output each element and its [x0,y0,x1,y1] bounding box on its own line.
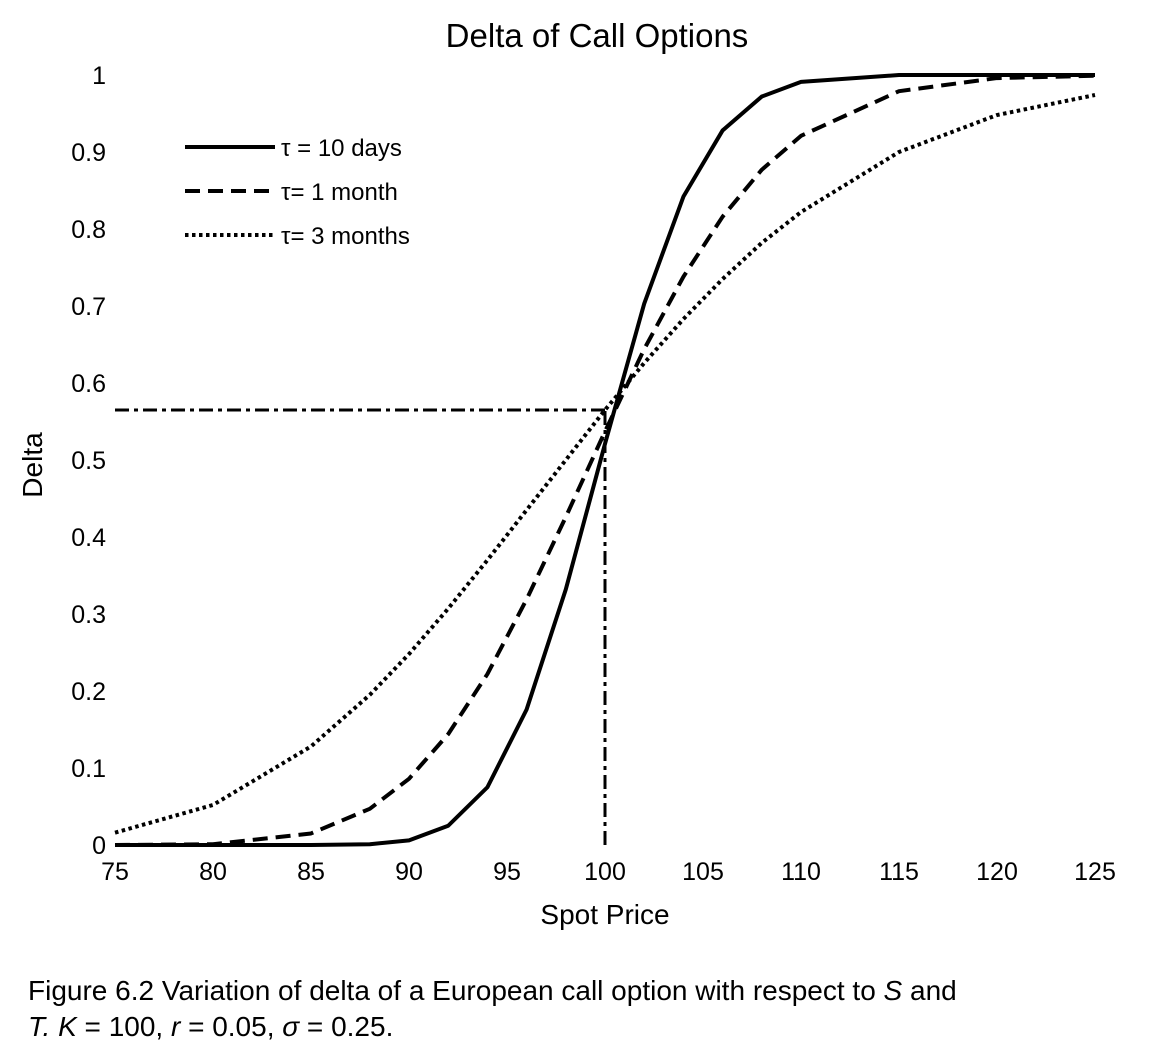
y-tick-label: 0.3 [71,601,106,629]
y-tick-label: 0.6 [71,370,106,398]
chart-title: Delta of Call Options [446,17,749,54]
caption-text: Figure 6.2 Variation of delta of a Europ… [28,975,884,1006]
y-tick-label: 0.7 [71,293,106,321]
series-line [114,93,1096,835]
y-tick-label: 0.4 [71,524,106,552]
x-tick-label: 85 [297,858,325,886]
y-tick-label: 0.8 [71,216,106,244]
series-line [114,73,1096,847]
caption-text: = 0.25. [299,1011,393,1042]
x-tick-label: 125 [1074,858,1116,886]
caption-text: = 0.05, [180,1011,282,1042]
caption-line: Figure 6.2 Variation of delta of a Europ… [28,975,957,1006]
x-axis-label: Spot Price [540,899,669,930]
caption-text: r [171,1011,182,1042]
y-tick-label: 0.5 [71,447,106,475]
y-tick-label: 1 [92,62,106,90]
legend-label: τ = 10 days [281,135,402,162]
y-tick-label: 0.9 [71,139,106,167]
caption-text: σ [282,1011,300,1042]
x-tick-label: 110 [781,858,821,886]
series-line [115,73,1095,847]
x-tick-label: 115 [879,858,919,886]
y-axis-label: Delta [17,432,48,498]
x-tick-label: 80 [199,858,227,886]
legend-label: τ= 3 months [281,223,410,250]
caption-line: T. K = 100, r = 0.05, σ = 0.25. [28,1011,393,1042]
caption-text: and [902,975,957,1006]
caption-text: S [884,975,903,1006]
x-tick-label: 90 [395,858,423,886]
x-tick-label: 100 [584,858,626,886]
x-tick-label: 75 [101,858,129,886]
y-tick-label: 0.1 [71,755,106,783]
y-tick-label: 0.2 [71,678,106,706]
caption-text: = 100, [77,1011,171,1042]
caption-text: T. K [28,1011,78,1042]
legend-label: τ= 1 month [281,179,398,206]
y-tick-label: 0 [92,832,106,860]
x-tick-label: 95 [493,858,521,886]
x-tick-label: 105 [682,858,724,886]
x-tick-label: 120 [976,858,1018,886]
